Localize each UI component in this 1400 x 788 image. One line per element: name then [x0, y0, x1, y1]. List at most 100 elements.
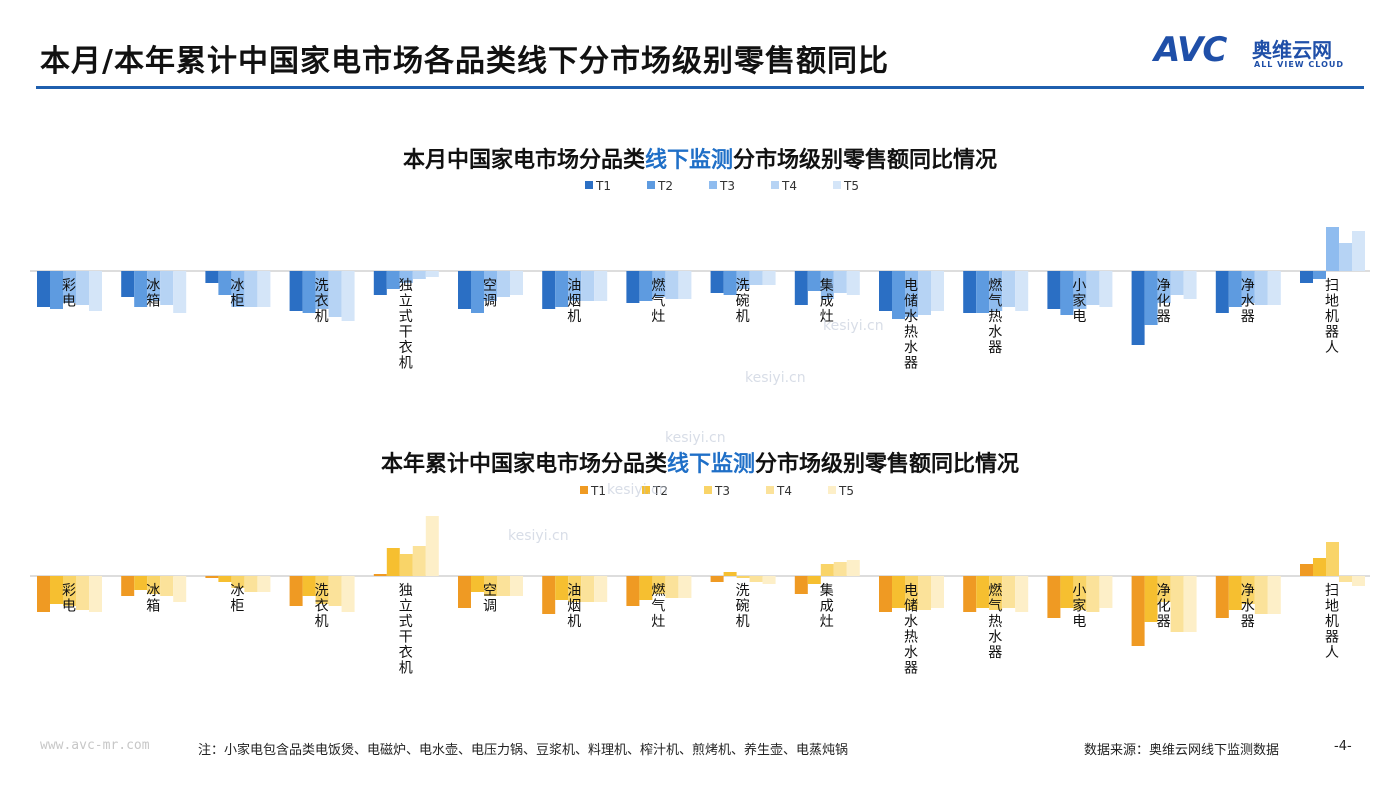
monthly-category-label: 扫地机器人 — [1325, 278, 1339, 356]
monthly-bar-t3-9 — [820, 271, 834, 299]
legend-label-t5: T5 — [843, 179, 859, 193]
chart-title-monthly: 本月中国家电市场分品类线下监测分市场级别零售额同比情况 — [0, 142, 1400, 174]
ytd-bar-t1-7 — [626, 576, 640, 606]
ytd-bar-t4-13 — [1170, 576, 1184, 632]
monthly-category-label: 净水器 — [1241, 278, 1255, 325]
monthly-bar-t4-15 — [1339, 243, 1352, 271]
ytd-bar-t4-15 — [1339, 576, 1352, 582]
ytd-bar-t1-3 — [289, 576, 303, 606]
ytd-category-label: 油烟机 — [567, 583, 581, 630]
monthly-bar-t5-0 — [89, 271, 102, 311]
monthly-bar-t4-1 — [160, 271, 174, 305]
monthly-bar-t3-15 — [1326, 227, 1339, 271]
monthly-bar-t4-6 — [581, 271, 595, 301]
monthly-bar-t3-10 — [905, 271, 918, 317]
ytd-category-label: 冰箱 — [146, 583, 160, 615]
ytd-bar-t2-0 — [50, 576, 63, 604]
monthly-bar-t2-10 — [892, 271, 905, 319]
ytd-bar-t2-6 — [555, 576, 569, 600]
ytd-category-label: 电储水热水器 — [904, 583, 918, 677]
monthly-bar-t1-12 — [1047, 271, 1061, 309]
ytd-bar-t3-1 — [147, 576, 161, 594]
ytd-category-label: 洗碗机 — [736, 583, 750, 630]
ytd-bar-t2-11 — [976, 576, 990, 608]
ytd-bar-t3-10 — [905, 576, 918, 610]
monthly-category-label: 冰箱 — [146, 278, 160, 310]
monthly-bar-t5-2 — [257, 271, 271, 307]
monthly-bar-t4-7 — [665, 271, 679, 299]
ytd-bar-t5-5 — [510, 576, 523, 596]
monthly-bar-t1-15 — [1300, 271, 1313, 283]
monthly-bar-t2-14 — [1228, 271, 1242, 307]
chart-title-ytd-part1: 本年累计中国家电市场分品类 — [380, 452, 667, 477]
monthly-category-label: 空调 — [483, 278, 497, 310]
legend-swatch-t5 — [833, 181, 841, 189]
ytd-bar-t1-0 — [37, 576, 50, 612]
monthly-bar-t1-2 — [205, 271, 219, 283]
monthly-bar-t2-13 — [1144, 271, 1158, 325]
ytd-bar-t5-0 — [89, 576, 102, 612]
ytd-bar-t5-4 — [425, 516, 439, 576]
ytd-bar-t1-10 — [879, 576, 892, 612]
monthly-bar-t3-7 — [652, 271, 666, 297]
monthly-bar-t5-14 — [1267, 271, 1281, 305]
monthly-bar-t3-0 — [63, 271, 76, 303]
monthly-category-label: 燃气灶 — [651, 277, 665, 325]
ytd-category-label: 燃气热水器 — [988, 582, 1002, 661]
monthly-bar-t1-0 — [37, 271, 50, 307]
monthly-bar-t5-11 — [1015, 271, 1029, 311]
ytd-bar-t5-7 — [678, 576, 692, 598]
ytd-category-label: 洗衣机 — [315, 583, 329, 630]
ytd-bar-t4-7 — [665, 576, 679, 598]
ytd-bar-t5-13 — [1183, 576, 1197, 632]
monthly-bar-t5-5 — [510, 271, 523, 295]
monthly-bar-t5-3 — [341, 271, 355, 321]
monthly-bar-t3-5 — [484, 271, 497, 301]
monthly-bar-t3-4 — [399, 271, 413, 283]
ytd-bar-t3-13 — [1157, 576, 1171, 602]
monthly-bar-t4-10 — [918, 271, 931, 315]
ytd-bar-t3-3 — [315, 576, 329, 604]
ytd-bar-t2-7 — [639, 576, 653, 600]
title-divider — [36, 86, 1364, 89]
monthly-category-label: 小家电 — [1072, 278, 1086, 325]
chart-title-ytd-part2: 分市场级别零售额同比情况 — [755, 452, 1020, 477]
ytd-category-label: 空调 — [483, 583, 497, 615]
monthly-bar-t3-3 — [315, 271, 329, 309]
monthly-bar-t2-11 — [976, 271, 990, 313]
ytd-category-label: 净化器 — [1157, 583, 1171, 630]
monthly-category-label: 净化器 — [1157, 278, 1171, 325]
monthly-bar-t2-2 — [218, 271, 232, 295]
monthly-bar-t1-13 — [1131, 271, 1145, 345]
legend-swatch-t1 — [580, 486, 588, 494]
ytd-bar-t3-0 — [63, 576, 76, 606]
ytd-bar-t1-1 — [121, 576, 135, 596]
monthly-bar-t4-8 — [749, 271, 763, 285]
monthly-bar-t2-15 — [1313, 271, 1326, 279]
monthly-bar-t4-0 — [76, 271, 89, 305]
monthly-bar-t1-10 — [879, 271, 892, 311]
monthly-bar-t1-6 — [542, 271, 556, 309]
footer-source: 数据来源：奥维云网线下监测数据 — [1084, 743, 1280, 758]
ytd-bar-t5-6 — [594, 576, 608, 602]
legend-swatch-t3 — [704, 486, 712, 494]
monthly-bar-t1-7 — [626, 271, 640, 303]
ytd-bar-t2-5 — [471, 576, 484, 592]
monthly-bar-t1-4 — [373, 271, 387, 295]
ytd-bar-t5-3 — [341, 576, 355, 612]
monthly-bar-t4-13 — [1170, 271, 1184, 295]
ytd-bar-t1-12 — [1047, 576, 1061, 618]
legend-label-t3: T3 — [714, 484, 730, 498]
avc-logo: AVC 奥维云网 ALL VIEW CLOUD — [1154, 30, 1364, 74]
monthly-bar-t5-6 — [594, 271, 608, 301]
monthly-bar-t5-9 — [846, 271, 860, 295]
ytd-category-label: 独立式干衣机 — [399, 583, 413, 677]
logo-chinese-name: 奥维云网 — [1252, 38, 1332, 62]
ytd-bar-t5-1 — [173, 576, 187, 602]
ytd-bar-t3-12 — [1073, 576, 1087, 610]
ytd-category-label: 小家电 — [1072, 583, 1086, 630]
chart-title-monthly-part2: 分市场级别零售额同比情况 — [733, 148, 998, 173]
page-number: -4- — [1334, 739, 1352, 754]
monthly-bar-t4-11 — [1002, 271, 1016, 307]
monthly-bar-t2-3 — [302, 271, 316, 313]
